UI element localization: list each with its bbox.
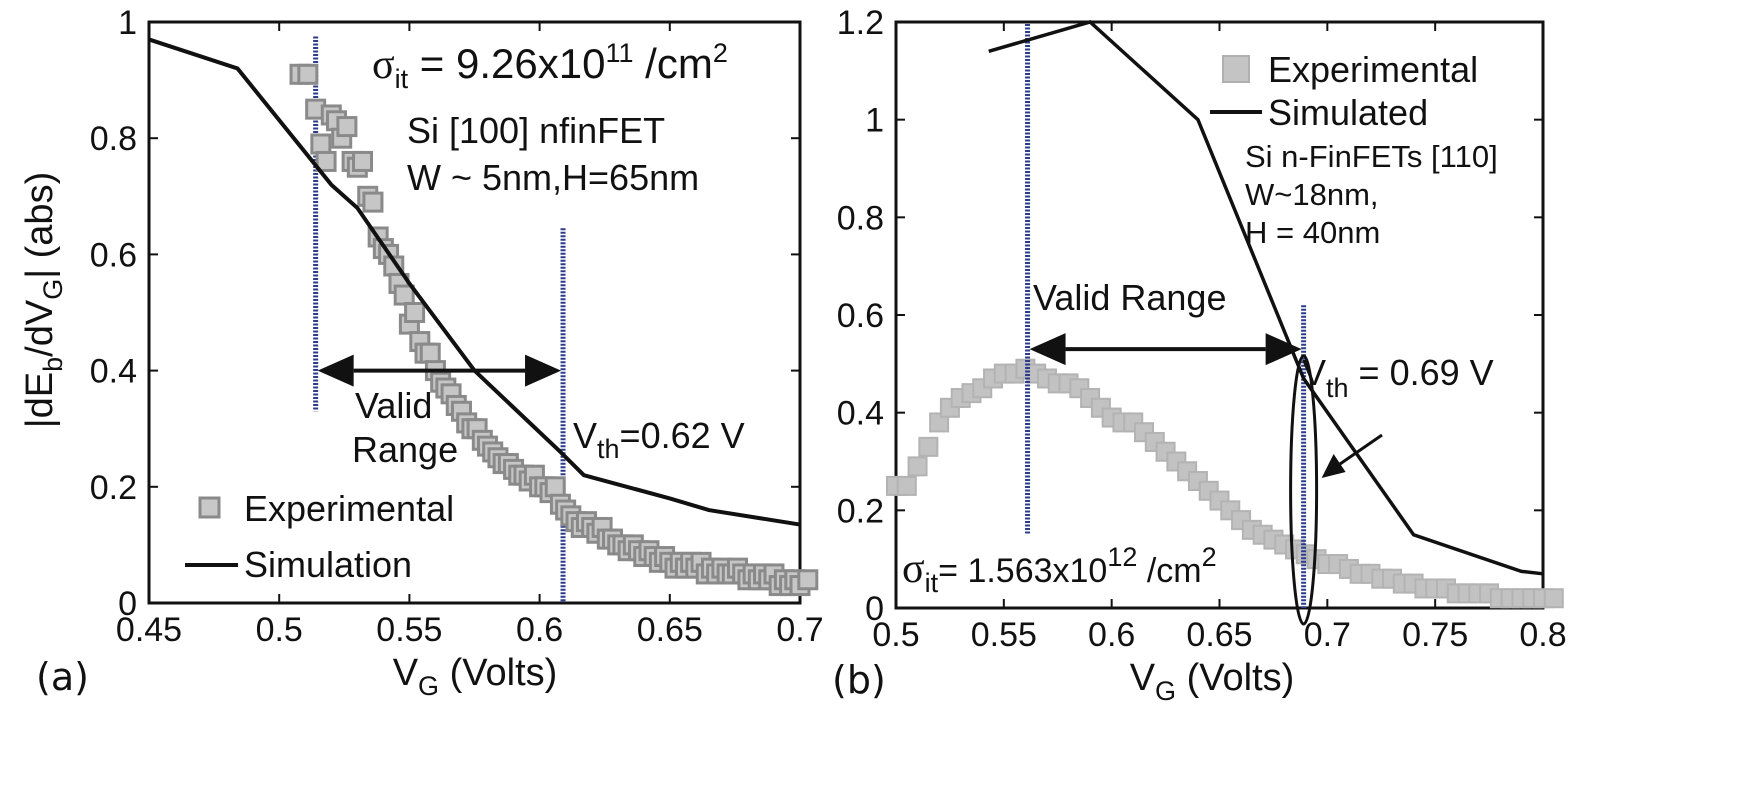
y-tick-label: 0.4 <box>837 395 884 433</box>
experimental-point <box>896 475 917 496</box>
x-tick-label: 0.5 <box>872 616 919 654</box>
experimental-point <box>929 412 950 433</box>
valid-range-arrowhead-right <box>525 354 562 387</box>
panel-a-valid-line2: Range <box>352 429 458 470</box>
y-tick-label: 0.2 <box>90 469 137 507</box>
pointer-arrowhead <box>1321 454 1346 478</box>
panel-b-valid-range-arrow <box>1029 333 1302 366</box>
y-tick-label: 0.8 <box>837 199 884 237</box>
panel-b-device-line1: Si n-FinFETs [110] <box>1245 139 1498 174</box>
experimental-point <box>419 342 441 364</box>
experimental-point <box>393 284 415 306</box>
panel-a-device-line2: W ~ 5nm,H=65nm <box>407 157 699 198</box>
x-tick-label: 0.7 <box>1304 616 1351 654</box>
x-tick-label: 0.5 <box>256 611 303 649</box>
panel-b-legend-simulated-label: Simulated <box>1268 92 1428 133</box>
y-tick-label: 0 <box>118 585 137 623</box>
experimental-point <box>404 302 426 323</box>
panel-b-vth-ellipse <box>1289 354 1319 626</box>
panel-a-device-line1: Si [100] nfinFET <box>407 110 665 151</box>
panel-a-vth-lines <box>313 36 566 603</box>
x-tick-label: 0.55 <box>376 611 442 649</box>
y-tick-label: 1.2 <box>837 4 884 42</box>
y-tick-label: 0.8 <box>90 120 137 158</box>
x-tick-label: 0.65 <box>1186 616 1252 654</box>
x-tick-label: 0.65 <box>637 611 703 649</box>
x-tick-label: 0.6 <box>1088 616 1135 654</box>
x-tick-label: 0.75 <box>1402 616 1468 654</box>
y-tick-label: 0.2 <box>837 492 884 530</box>
valid-range-arrowhead-left <box>1029 333 1066 366</box>
x-tick-label: 0.8 <box>1519 616 1566 654</box>
panel-b-y-ticks: 0 0.2 0.4 0.6 0.8 1 1.2 <box>837 4 1543 628</box>
experimental-point <box>315 150 337 172</box>
experimental-point <box>907 456 928 477</box>
panel-a-y-axis-label: |dEb/dVG| (abs) <box>19 172 68 428</box>
panel-b-legend-experimental-marker <box>1222 55 1250 83</box>
panel-a-axes-frame <box>147 20 802 605</box>
experimental-point <box>297 63 319 85</box>
pointer-arrow-shaft <box>1334 433 1383 469</box>
panel-b-experimental-series <box>886 358 1564 609</box>
panel-b-device-line2: W~18nm, <box>1245 177 1379 212</box>
panel-b-simulated-series <box>988 20 1544 576</box>
y-tick-label: 1 <box>865 102 884 140</box>
panel-b-x-ticks: 0.5 0.55 0.6 0.65 0.7 0.75 0.8 <box>872 22 1567 654</box>
x-tick-label: 0.7 <box>776 611 823 649</box>
panel-a-y-ticks: 0 0.2 0.4 0.6 0.8 1 <box>90 4 800 623</box>
panel-a-valid-line1: Valid <box>355 385 432 426</box>
experimental-point <box>336 116 358 138</box>
valid-range-arrowhead-right <box>1265 333 1302 366</box>
panel-a-x-axis-label: VG (Volts) <box>393 652 558 701</box>
experimental-point <box>310 133 332 155</box>
valid-range-arrowhead-left <box>317 354 354 387</box>
y-tick-label: 0.4 <box>90 353 137 391</box>
experimental-point <box>544 476 566 498</box>
panel-a-experimental-series <box>289 63 819 597</box>
x-tick-label: 0.55 <box>971 616 1037 654</box>
panel-a-tag: (a) <box>36 655 89 699</box>
y-tick-label: 0 <box>865 590 884 628</box>
experimental-point <box>797 569 819 591</box>
x-tick-label: 0.6 <box>516 611 563 649</box>
panel-a-vth-annotation: Vth=0.62 V <box>573 415 745 464</box>
panel-b-ellipse-pointer-arrow <box>1321 433 1383 478</box>
panel-b-sigma-annotation: σit= 1.563x1012 /cm2 <box>902 542 1217 598</box>
experimental-point <box>1543 588 1564 609</box>
panel-a-x-ticks: 0.45 0.5 0.55 0.6 0.65 0.7 <box>116 22 824 649</box>
panel-b-valid-range-label: Valid Range <box>1033 277 1226 318</box>
experimental-point <box>918 436 939 457</box>
experimental-point <box>352 150 374 172</box>
panel-a-sigma-annotation: σit = 9.26x1011 /cm2 <box>372 38 728 94</box>
panel-b-device-line3: H = 40nm <box>1245 215 1380 250</box>
panel-a-legend-experimental-label: Experimental <box>244 488 454 529</box>
x-tick-label: 0.45 <box>116 611 182 649</box>
panel-b: 00.20.40.60.811.2 0.5 0.55 0.6 0.65 0.7 0.75 0… <box>832 4 1567 706</box>
panel-b-x-axis-label: VG (Volts) <box>1130 657 1295 706</box>
y-tick-label: 0.6 <box>90 236 137 274</box>
y-tick-label: 1 <box>118 4 137 42</box>
y-tick-label: 0.6 <box>837 297 884 335</box>
panel-a-valid-range-arrow <box>317 354 562 387</box>
panel-a-legend: Experimental Simulation <box>185 488 454 585</box>
panel-b-vth-annotation: Vth = 0.69 V <box>1302 352 1494 403</box>
experimental-point <box>362 191 384 213</box>
panel-a-legend-experimental-marker <box>198 496 221 519</box>
panel-b-tag: (b) <box>832 658 886 702</box>
panel-b-legend-experimental-label: Experimental <box>1268 49 1478 90</box>
panel-a: 0 0.2 0.4 0.6 0.8 1 0.45 0.5 0.55 0.6 0.65 0.7 |dE… <box>19 4 824 701</box>
panel-b-legend: Experimental Simulated <box>1210 49 1478 133</box>
panel-a-legend-simulation-label: Simulation <box>244 544 412 585</box>
